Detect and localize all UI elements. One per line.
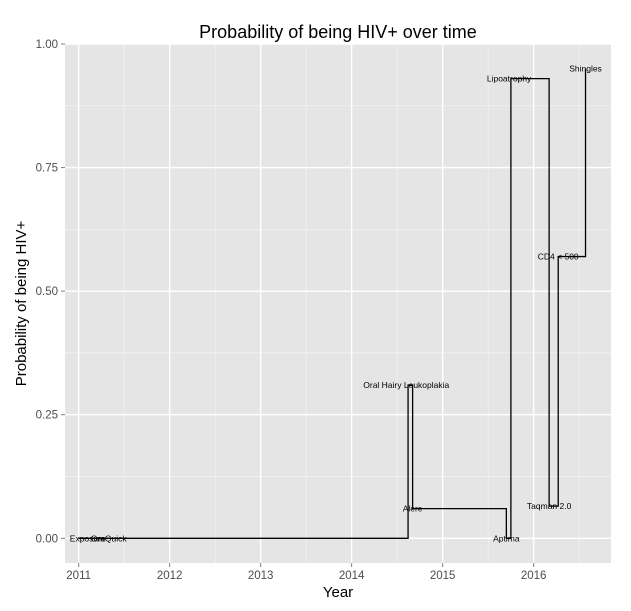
x-axis-ticks: 2011 2012 2013 2014 2015 2016 xyxy=(66,563,546,582)
y-tick-label: 1.00 xyxy=(36,39,58,51)
plot-panel xyxy=(65,44,611,563)
annotation-label: Exposure xyxy=(70,533,106,543)
chart-title: Probability of being HIV+ over time xyxy=(199,22,477,42)
x-tick-label: 2013 xyxy=(248,570,274,582)
annotation-label: Shingles xyxy=(569,64,602,74)
y-tick-label: 0.75 xyxy=(36,163,58,175)
annotation-label: Alere xyxy=(403,504,423,514)
minor-gridlines xyxy=(65,44,611,563)
y-axis-ticks: 0.00 0.25 0.50 0.75 1.00 xyxy=(36,39,65,545)
annotation-label: CD4 < 500 xyxy=(538,252,579,262)
annotation-label: Taqman 2.0 xyxy=(527,501,572,511)
x-tick-label: 2012 xyxy=(157,570,183,582)
y-tick-label: 0.25 xyxy=(36,410,58,422)
series-line xyxy=(78,68,587,539)
x-axis-title: Year xyxy=(323,584,353,601)
annotation-label: Lipoatrophy xyxy=(487,74,532,84)
y-axis-title: Probability of being HIV+ xyxy=(13,221,30,387)
x-tick-label: 2014 xyxy=(339,570,365,582)
annotation-label: Oral Hairy Leukoplakia xyxy=(363,380,449,390)
x-tick-label: 2015 xyxy=(430,570,456,582)
x-tick-label: 2011 xyxy=(66,570,91,582)
annotation-label: OraQuick xyxy=(91,533,128,543)
annotation-label: Aptima xyxy=(493,533,520,543)
y-tick-label: 0.50 xyxy=(36,286,58,298)
x-tick-label: 2016 xyxy=(521,570,547,582)
y-tick-label: 0.00 xyxy=(36,533,58,545)
